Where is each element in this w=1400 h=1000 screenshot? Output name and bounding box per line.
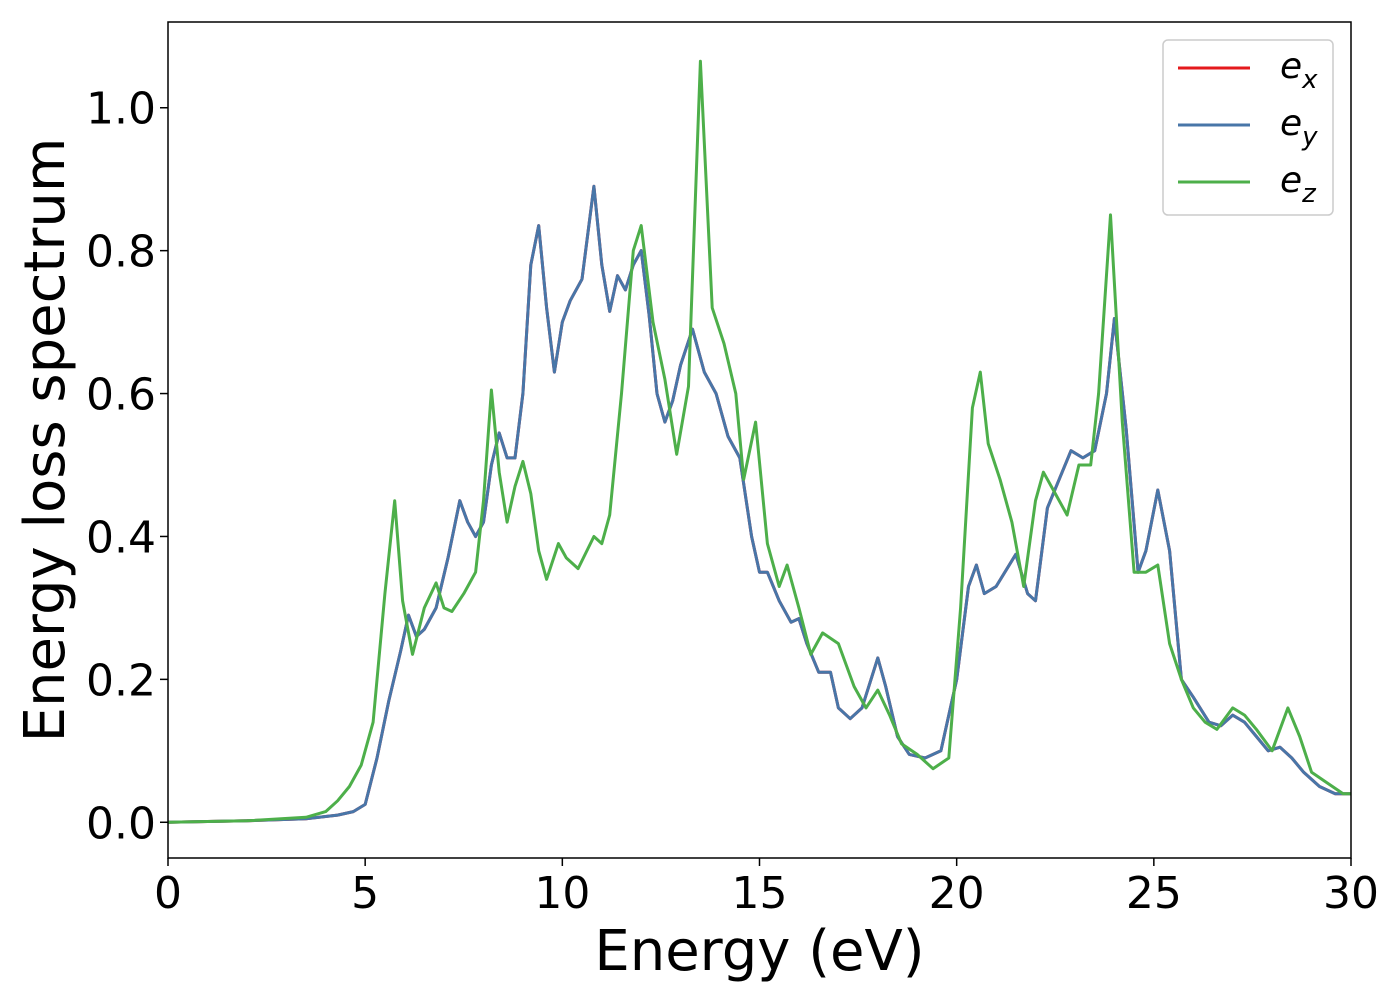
x-tick-label: 10 [534,868,590,919]
x-tick-label: 15 [732,868,788,919]
legend-label: ez [1280,160,1317,209]
x-tick-label: 0 [154,868,182,919]
y-tick-label: 0.8 [86,227,156,278]
y-axis-label: Energy loss spectrum [13,138,78,743]
y-tick-label: 0.0 [86,798,156,849]
y-tick-label: 0.4 [86,512,156,563]
y-tick-label: 0.6 [86,370,156,421]
x-axis-label: Energy (eV) [594,919,924,984]
x-tick-label: 5 [351,868,379,919]
legend-label: ex [1280,46,1318,95]
y-tick-label: 0.2 [86,655,156,706]
series-line-e-z [167,59,1351,824]
legend-label: ey [1280,103,1318,152]
legend: ex ey ez [1162,39,1334,216]
x-tick-label: 20 [929,868,985,919]
series-line-e-y [167,184,1351,824]
ticks-layer: 0 5 10 15 20 25 30 0.0 0.2 0.4 0.6 0.8 1.0 [86,84,1379,919]
series-layer [167,59,1351,824]
y-tick-label: 1.0 [86,84,156,135]
legend-box [1162,39,1334,216]
x-tick-label: 25 [1126,868,1182,919]
x-tick-label: 30 [1323,868,1379,919]
